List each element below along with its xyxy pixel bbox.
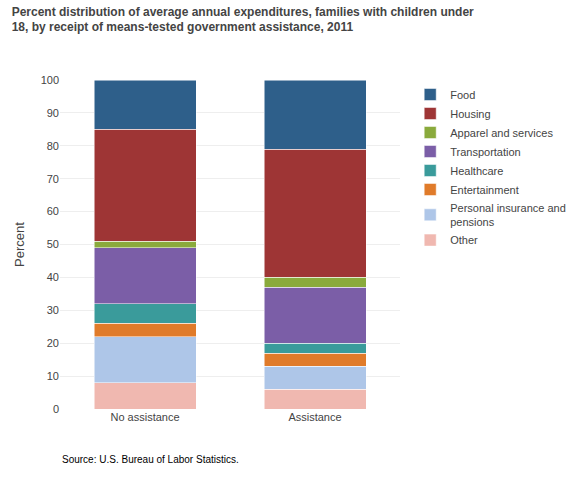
svg-text:Percent: Percent	[12, 222, 27, 267]
svg-text:Assistance: Assistance	[288, 411, 341, 423]
svg-text:Percent distribution of averag: Percent distribution of average annual e…	[12, 5, 474, 35]
svg-text:40: 40	[47, 271, 59, 283]
svg-text:60: 60	[47, 205, 59, 217]
svg-text:Apparel and services: Apparel and services	[450, 127, 553, 139]
svg-text:Entertainment: Entertainment	[450, 184, 518, 196]
svg-text:No assistance: No assistance	[110, 411, 179, 423]
svg-text:Personal insurance andpensions: Personal insurance andpensions	[450, 202, 566, 228]
svg-text:50: 50	[47, 238, 59, 250]
svg-text:Transportation: Transportation	[450, 146, 521, 158]
svg-text:Source: U.S. Bureau of Labor S: Source: U.S. Bureau of Labor Statistics.	[62, 454, 239, 465]
svg-text:70: 70	[47, 173, 59, 185]
svg-text:20: 20	[47, 337, 59, 349]
svg-text:10: 10	[47, 370, 59, 382]
svg-text:Food: Food	[450, 89, 475, 101]
svg-text:Other: Other	[450, 234, 478, 246]
svg-text:80: 80	[47, 140, 59, 152]
svg-text:Housing: Housing	[450, 108, 490, 120]
svg-text:0: 0	[53, 403, 59, 415]
svg-text:Healthcare: Healthcare	[450, 165, 503, 177]
svg-text:90: 90	[47, 107, 59, 119]
svg-text:100: 100	[41, 74, 59, 86]
svg-text:30: 30	[47, 304, 59, 316]
